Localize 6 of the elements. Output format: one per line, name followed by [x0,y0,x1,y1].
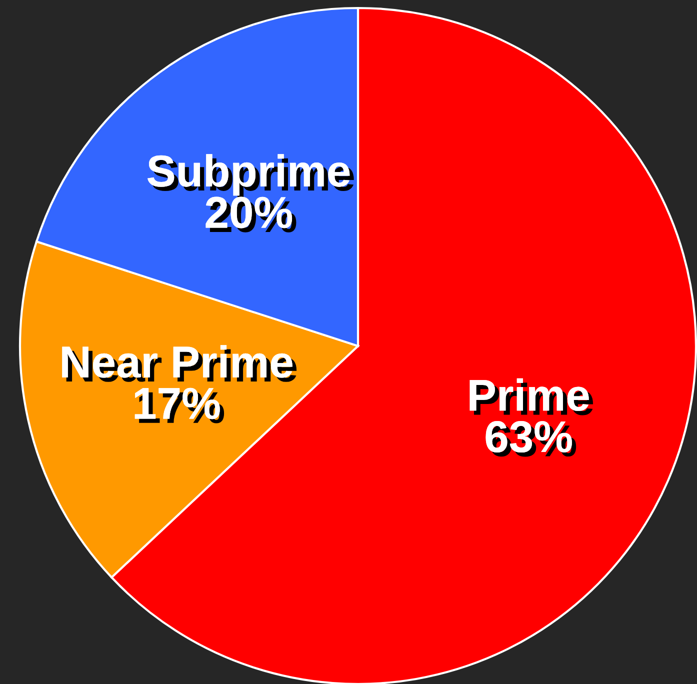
slice-label: Near Prime [62,345,297,382]
data-label: 63% [486,421,576,457]
data-label: 20% [206,196,296,232]
slice-label: Prime [470,378,594,416]
data-label: 17% [134,388,224,424]
slice-label: Subprime [148,154,350,196]
